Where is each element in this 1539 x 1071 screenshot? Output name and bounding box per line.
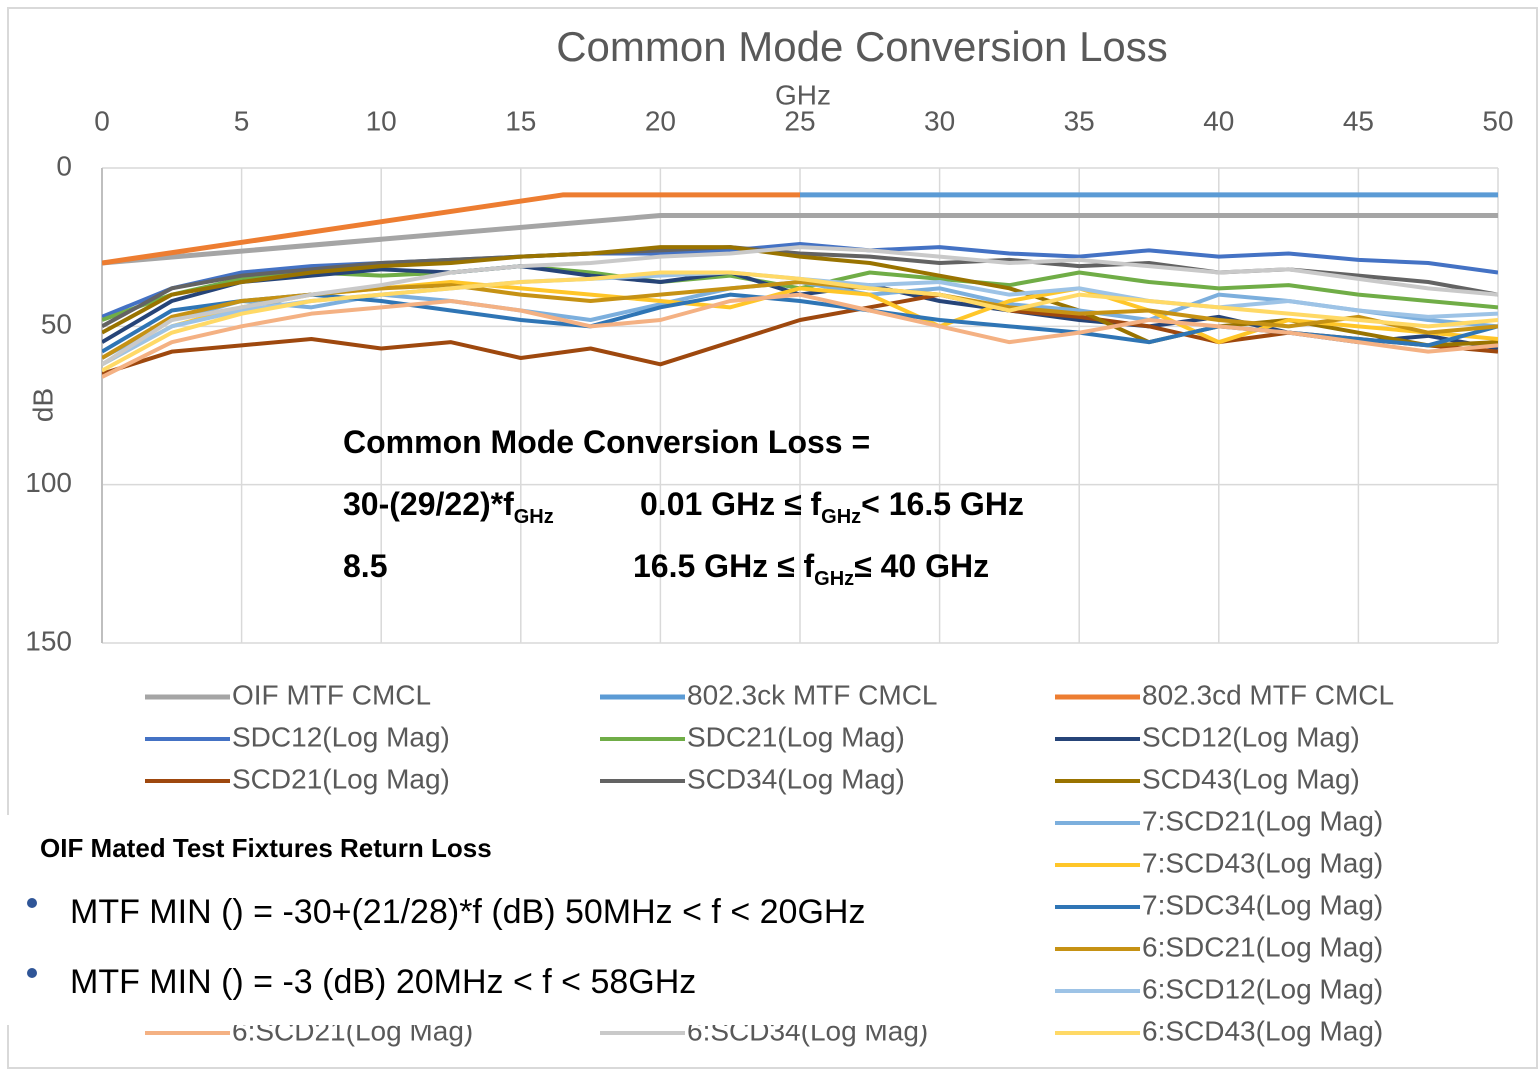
series-line	[102, 245, 1498, 348]
subscript: GHz	[514, 506, 554, 528]
y-axis-label: dB	[27, 388, 58, 422]
y-tick-label: 100	[25, 467, 72, 498]
overlay: OIF Mated Test Fixtures Return Loss MTF …	[0, 815, 1048, 1025]
limit-line	[102, 213, 1498, 266]
subscript: GHz	[814, 568, 854, 590]
x-tick-label: 20	[645, 105, 676, 136]
overlay-bullet: MTF MIN () = -3 (dB) 20MHz < f < 58GHz	[70, 963, 696, 1001]
range-start: 16.5 GHz ≤ f	[633, 548, 815, 584]
plot-lines	[102, 192, 1498, 379]
range-end: ≤ 40 GHz	[854, 548, 989, 584]
legend-label: SDC12(Log Mag)	[232, 721, 450, 752]
series-line	[102, 245, 1498, 367]
y-tick-label: 50	[41, 309, 72, 340]
formula: 30-(29/22)*f	[343, 486, 514, 522]
annotation-heading: Common Mode Conversion Loss =	[343, 424, 870, 460]
legend-label: 7:SCD21(Log Mag)	[1142, 805, 1383, 836]
x-tick-label: 45	[1343, 105, 1374, 136]
overlay-title: OIF Mated Test Fixtures Return Loss	[40, 833, 492, 863]
chart-frame	[7, 7, 1538, 1069]
annotation-range: 16.5 GHz ≤ fGHz≤ 40 GHz	[633, 548, 989, 590]
y-tick-label: 150	[25, 625, 72, 656]
annotation-formula: 8.5	[343, 548, 387, 584]
x-tick-label: 35	[1064, 105, 1095, 136]
series-line	[102, 270, 1498, 373]
x-tick-label: 40	[1203, 105, 1234, 136]
x-axis-label: GHz	[775, 79, 831, 110]
legend-label: SCD34(Log Mag)	[687, 763, 905, 794]
legend-label: SCD21(Log Mag)	[232, 763, 450, 794]
x-tick-label: 15	[505, 105, 536, 136]
bullet	[27, 968, 37, 978]
legend-label: 7:SDC34(Log Mag)	[1142, 889, 1383, 920]
annotation: Common Mode Conversion Loss = 30-(29/22)…	[343, 424, 1024, 590]
y-tick-label: 0	[56, 150, 72, 181]
x-tick-label: 0	[94, 105, 110, 136]
x-tick-label: 30	[924, 105, 955, 136]
annotation-formula: 30-(29/22)*fGHz	[343, 486, 554, 528]
range-end: < 16.5 GHz	[861, 486, 1024, 522]
subscript: GHz	[821, 506, 861, 528]
overlay-bullet: MTF MIN () = -30+(21/28)*f (dB) 50MHz < …	[70, 893, 865, 931]
legend-label: SDC21(Log Mag)	[687, 721, 905, 752]
legend-label: 7:SCD43(Log Mag)	[1142, 847, 1383, 878]
limit-line	[102, 192, 800, 266]
x-tick-label: 50	[1482, 105, 1513, 136]
series-line	[102, 242, 1498, 319]
legend-label: 802.3cd MTF CMCL	[1142, 679, 1394, 710]
legend-label: 6:SDC21(Log Mag)	[1142, 931, 1383, 962]
legend-label: SCD43(Log Mag)	[1142, 763, 1360, 794]
bullet	[27, 898, 37, 908]
series-line	[102, 292, 1498, 379]
x-tick-label: 10	[366, 105, 397, 136]
legend-label: 6:SCD43(Log Mag)	[1142, 1015, 1383, 1046]
legend-label: 6:SCD12(Log Mag)	[1142, 973, 1383, 1004]
series-line	[102, 292, 1498, 376]
legend-label: 802.3ck MTF CMCL	[687, 679, 938, 710]
x-tick-label: 5	[234, 105, 250, 136]
annotation-range: 0.01 GHz ≤ fGHz< 16.5 GHz	[640, 486, 1024, 528]
range-start: 0.01 GHz ≤ f	[640, 486, 822, 522]
chart-title: Common Mode Conversion Loss	[556, 23, 1168, 70]
legend-label: SCD12(Log Mag)	[1142, 721, 1360, 752]
x-tick-label: 25	[784, 105, 815, 136]
overlay-box	[0, 815, 1048, 1025]
grid: 0 5 10 15 20 25 30 35 40 45 50 0 50 100 150	[25, 105, 1513, 656]
legend-label: OIF MTF CMCL	[232, 679, 431, 710]
